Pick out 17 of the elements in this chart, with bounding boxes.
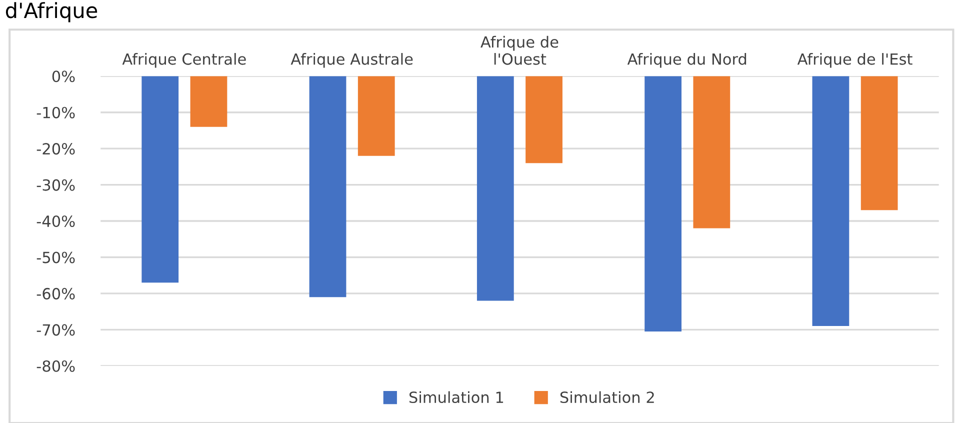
legend-label: Simulation 2	[560, 391, 654, 404]
y-tick-label: -70%	[36, 324, 75, 336]
y-tick-label: 0%	[52, 70, 75, 82]
y-tick-label: -10%	[36, 106, 75, 118]
legend-label: Simulation 1	[409, 391, 504, 404]
y-tick-label: -50%	[36, 252, 75, 264]
y-tick-label: -40%	[36, 215, 75, 228]
chart-title: d'Afrique	[6, 2, 98, 22]
x-tick-label: Afrique Australe	[290, 53, 413, 68]
y-tick-label: -20%	[36, 143, 75, 155]
y-tick-label: -80%	[36, 360, 75, 372]
y-tick-label: -30%	[36, 179, 75, 191]
x-tick-label: Afrique de l'Ouest	[480, 36, 558, 65]
y-tick-label: -60%	[36, 288, 75, 300]
x-tick-label: Afrique de l'Est	[797, 53, 912, 68]
x-tick-label: Afrique du Nord	[627, 53, 746, 68]
x-tick-label: Afrique Centrale	[122, 53, 246, 68]
